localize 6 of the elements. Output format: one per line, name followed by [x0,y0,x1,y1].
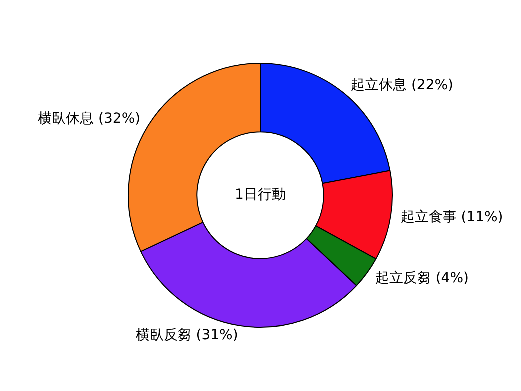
slice-label: 起立反芻 (4%) [375,270,469,287]
slice-label: 起立食事 (11%) [400,209,504,226]
slice-label: 起立休息 (22%) [351,78,454,94]
text: 1日行動 [235,187,286,204]
slice-label: 横臥反芻 (31%) [136,327,238,344]
slice-label: 横臥休息 (32%) [38,111,141,128]
